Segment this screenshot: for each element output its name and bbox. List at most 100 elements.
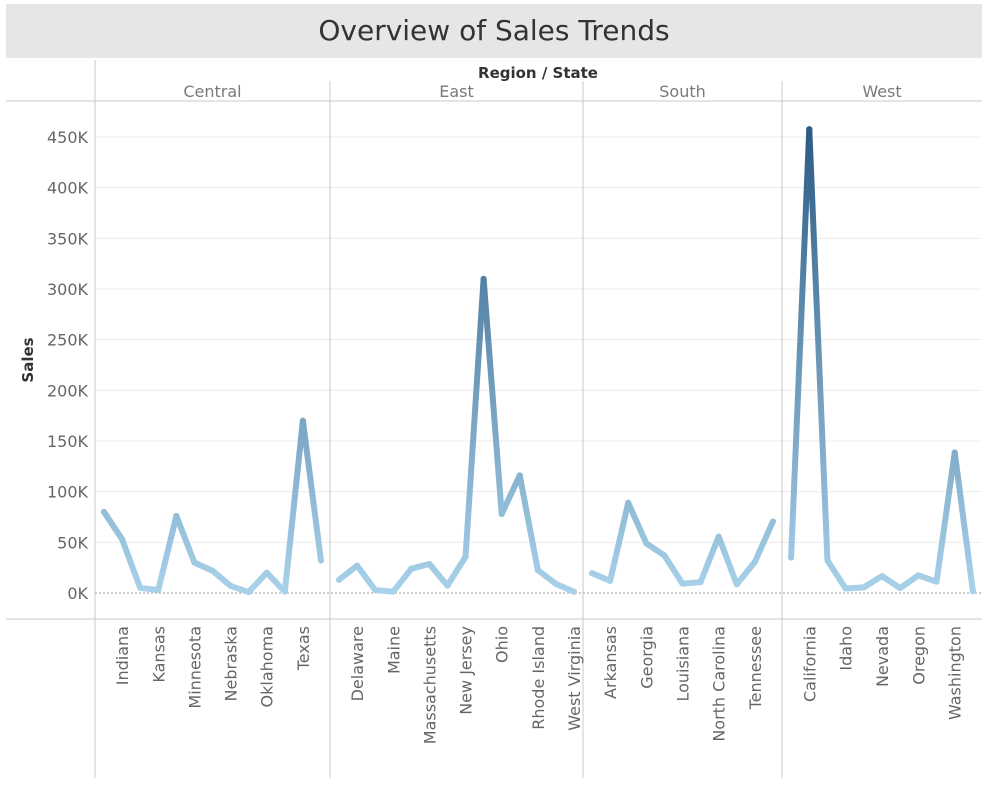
y-tick-label: 200K	[47, 381, 89, 400]
region-header-east: East	[439, 82, 474, 101]
series-line-central	[227, 582, 252, 596]
data-point: North Dakota	[245, 589, 252, 596]
series-line-west	[951, 449, 976, 595]
data-point: Alabama	[589, 570, 596, 577]
y-tick-label: 0K	[67, 584, 88, 603]
data-point: New York	[480, 275, 487, 282]
data-point: Delaware	[354, 562, 361, 569]
data-point: Pennsylvania	[516, 472, 523, 479]
series-line-west	[788, 126, 813, 561]
series-line-west	[806, 126, 831, 564]
series-line-west	[879, 573, 904, 592]
series-line-south	[751, 518, 776, 565]
data-point: Virginia	[769, 518, 776, 525]
data-point: Wisconsin	[317, 557, 324, 564]
data-point: Iowa	[137, 584, 144, 591]
series-line-west	[824, 557, 849, 592]
series-line-south	[715, 533, 740, 588]
x-tick-label: Kansas	[149, 626, 168, 683]
x-tick-label: Nebraska	[222, 626, 241, 701]
x-tick-label: Massachusetts	[420, 626, 439, 744]
data-point: Idaho	[842, 585, 849, 592]
x-tick-label: Maine	[384, 626, 403, 674]
region-header-west: West	[862, 82, 901, 101]
chart-title: Overview of Sales Trends	[318, 14, 670, 47]
data-point: Connecticut	[336, 576, 343, 583]
series-line-central	[101, 508, 126, 543]
data-point: Oklahoma	[263, 569, 270, 576]
y-tick-label: 450K	[47, 128, 89, 147]
series-line-west	[897, 572, 922, 592]
series-line-central	[137, 584, 162, 593]
x-tick-label: Louisiana	[674, 626, 693, 702]
x-tick-label: North Carolina	[710, 626, 729, 742]
data-point: Texas	[299, 417, 306, 424]
series-line-south	[661, 552, 686, 587]
data-point: Florida	[625, 499, 632, 506]
series-line-south	[733, 558, 758, 588]
data-point: Indiana	[119, 536, 126, 543]
title-bar: Overview of Sales Trends	[6, 4, 982, 58]
data-point: New Hampshire	[444, 582, 451, 589]
data-point: California	[806, 126, 813, 133]
x-tick-label: Arkansas	[601, 626, 620, 699]
series-line-central	[209, 567, 234, 589]
data-point: Louisiana	[679, 580, 686, 587]
x-tick-label: Idaho	[837, 626, 856, 671]
series-line-east	[444, 553, 469, 589]
chart-frame: Region / State Sales	[19, 64, 598, 383]
series-line-central	[263, 569, 288, 595]
y-axis-label: Sales	[19, 337, 37, 382]
data-point: Maine	[390, 588, 397, 595]
x-tick-label: Minnesota	[185, 626, 204, 709]
series-line-south	[589, 570, 614, 584]
data-point: Washington	[951, 449, 958, 456]
data-point: Kansas	[155, 586, 162, 593]
x-tick-label: Oregon	[909, 626, 928, 685]
data-point: Montana	[860, 584, 867, 591]
data-point: Wyoming	[969, 588, 976, 595]
series-line-central	[119, 536, 144, 591]
data-point: Nebraska	[227, 582, 234, 589]
series-line-east	[534, 567, 559, 587]
x-tick-label: Ohio	[493, 626, 512, 663]
y-tick-label: 50K	[57, 533, 88, 552]
x-tick-label: New Jersey	[457, 626, 476, 715]
series-line-east	[516, 472, 541, 574]
series-line-east	[372, 587, 397, 595]
series-line-central	[173, 512, 198, 566]
x-tick-label: Texas	[294, 626, 313, 671]
series-line-south	[697, 533, 722, 586]
series-line-south	[625, 499, 650, 547]
data-point: Illinois	[101, 508, 108, 515]
x-tick-label: Georgia	[637, 626, 656, 689]
series-line-south	[607, 499, 632, 584]
data-point: South Carolina	[733, 581, 740, 588]
series-line-west	[860, 573, 885, 591]
series-line-east	[336, 562, 361, 583]
series-line-east	[354, 562, 379, 594]
x-tick-label: Washington	[946, 626, 965, 720]
data-point: District of Columbia	[372, 587, 379, 594]
series-line-south	[679, 579, 704, 587]
data-point: Michigan	[173, 512, 180, 519]
x-tick-label: California	[800, 626, 819, 702]
series-line-central	[299, 417, 324, 564]
data-point: West Virginia	[570, 588, 577, 595]
series-line-central	[281, 417, 306, 595]
x-tick-label: Delaware	[348, 626, 367, 701]
header-label: Region / State	[478, 64, 598, 82]
series-line-west	[915, 572, 940, 585]
x-tick-label: West Virginia	[565, 626, 584, 731]
series-line-east	[426, 561, 451, 589]
data-point: Vermont	[552, 580, 559, 587]
series-line-south	[643, 540, 668, 559]
data-point: Oregon	[915, 572, 922, 579]
y-tick-label: 400K	[47, 179, 89, 198]
data-point: South Dakota	[281, 588, 288, 595]
series-line-east	[462, 275, 487, 560]
y-tick-label: 150K	[47, 432, 89, 451]
series-line-east	[498, 472, 523, 517]
data-point: Nevada	[879, 573, 885, 580]
